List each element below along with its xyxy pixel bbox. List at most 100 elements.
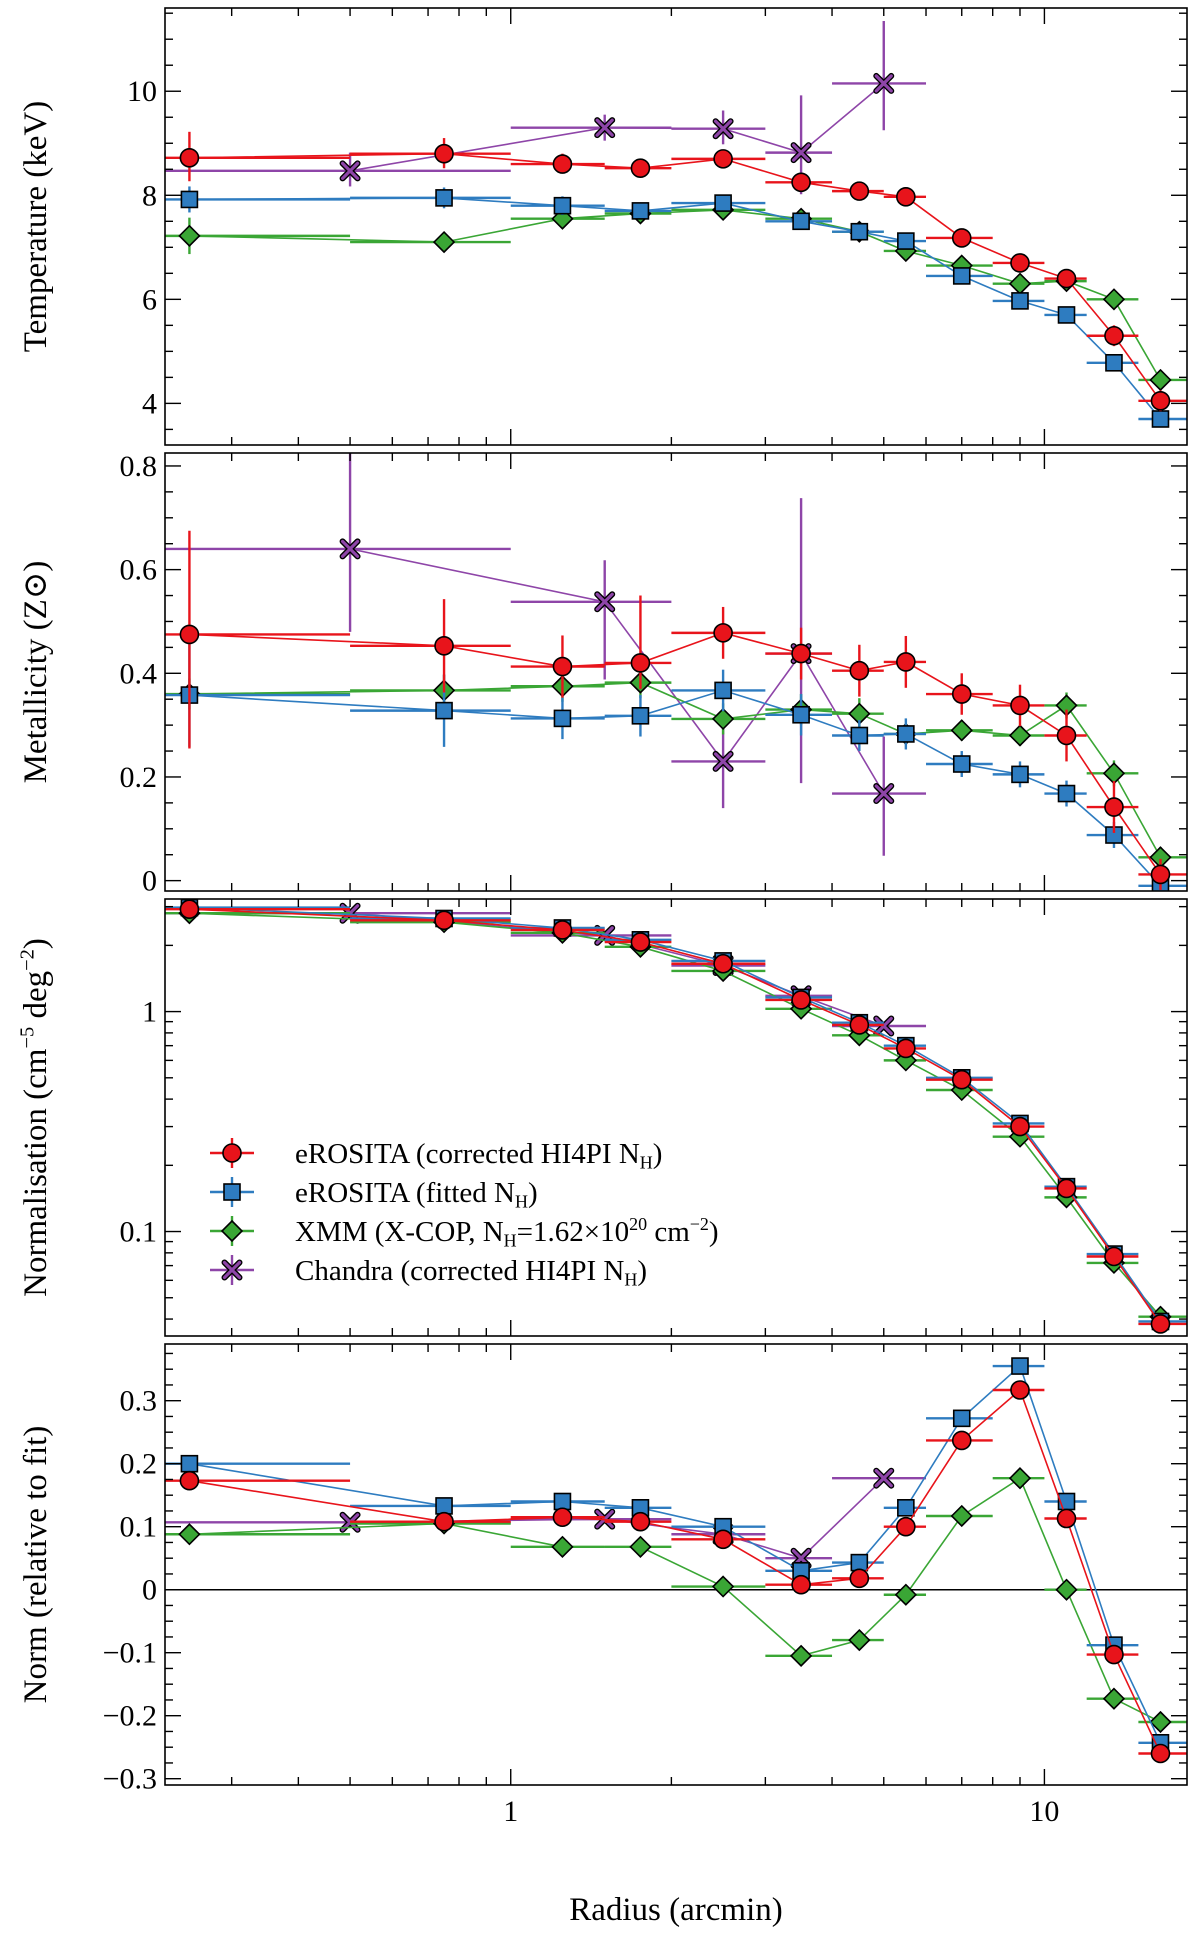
y-tick-label: 0 bbox=[142, 1574, 157, 1607]
data-point-erosita_fit bbox=[180, 1454, 199, 1473]
y-tick-label: 0.3 bbox=[120, 1385, 158, 1418]
data-point-erosita_hi4pi bbox=[713, 953, 733, 974]
data-point-erosita_hi4pi bbox=[179, 1470, 200, 1491]
data-point-erosita_fit bbox=[714, 681, 732, 700]
legend-marker bbox=[222, 1260, 242, 1280]
data-point-erosita_fit bbox=[714, 194, 732, 212]
data-point-erosita_hi4pi bbox=[1056, 1508, 1077, 1529]
data-point-chandra bbox=[714, 752, 733, 771]
subscript: H bbox=[624, 1269, 637, 1289]
subscript: H bbox=[515, 1191, 528, 1211]
series-erosita_hi4pi bbox=[165, 1380, 1187, 1764]
y-ticks bbox=[165, 465, 1187, 882]
series-chandra bbox=[165, 453, 927, 856]
data-point-chandra bbox=[874, 784, 893, 803]
y-axis-label: Metallicity (Z⊙) bbox=[18, 561, 54, 784]
series-line bbox=[189, 152, 1162, 402]
data-point-chandra bbox=[595, 118, 614, 137]
data-point-erosita_hi4pi bbox=[434, 910, 454, 931]
series-chandra bbox=[165, 21, 927, 195]
series-line bbox=[349, 548, 885, 795]
data-point-erosita_fit bbox=[792, 212, 810, 231]
data-point-chandra bbox=[340, 161, 360, 180]
data-point-erosita_hi4pi bbox=[630, 158, 651, 179]
data-point-erosita_fit bbox=[952, 1409, 971, 1428]
data-point-xmm bbox=[894, 1583, 917, 1606]
y-ticks bbox=[165, 905, 1187, 1320]
data-point-erosita_hi4pi bbox=[1056, 725, 1077, 746]
y-tick-label: 8 bbox=[142, 179, 157, 212]
data-point-xmm bbox=[551, 1535, 574, 1558]
data-point-erosita_fit bbox=[792, 705, 810, 724]
x-tick-label: 10 bbox=[1029, 1795, 1059, 1828]
x-ticks bbox=[230, 1344, 1046, 1785]
data-point-erosita_hi4pi bbox=[1104, 797, 1124, 817]
data-point-erosita_hi4pi bbox=[630, 1511, 651, 1532]
series-erosita_fit bbox=[165, 643, 1187, 891]
data-layer bbox=[165, 21, 1187, 428]
text-part: eROSITA (corrected HI4PI N bbox=[295, 1138, 640, 1170]
text-part: Normalisation (cm bbox=[18, 1048, 54, 1297]
data-point-erosita_hi4pi bbox=[713, 623, 733, 643]
data-point-erosita_fit bbox=[1151, 410, 1170, 428]
series-xmm bbox=[165, 1467, 1187, 1734]
text-part: ) bbox=[653, 1138, 663, 1170]
series-line bbox=[189, 1388, 1162, 1754]
series-erosita_hi4pi bbox=[165, 899, 1187, 1334]
data-point-erosita_hi4pi bbox=[1104, 325, 1124, 346]
data-point-erosita_hi4pi bbox=[849, 1015, 870, 1035]
data-point-erosita_hi4pi bbox=[951, 228, 972, 248]
data-point-xmm bbox=[1102, 1687, 1126, 1710]
data-point-xmm bbox=[1008, 272, 1032, 295]
data-point-xmm bbox=[1102, 288, 1126, 311]
text-part: ) bbox=[637, 1255, 647, 1287]
data-point-erosita_fit bbox=[897, 232, 915, 250]
y-tick-label: 0.2 bbox=[120, 761, 158, 794]
panel-frame bbox=[164, 898, 1188, 1337]
data-point-xmm bbox=[1149, 368, 1172, 392]
data-point-xmm bbox=[1008, 1467, 1032, 1490]
panel-frame bbox=[164, 7, 1188, 446]
x-ticks bbox=[230, 899, 1046, 1336]
data-point-erosita_hi4pi bbox=[849, 1568, 870, 1589]
series-xmm bbox=[165, 198, 1187, 392]
data-point-chandra bbox=[874, 1016, 893, 1036]
panel-temperature: 4 6 8 10 Temperature (keV) bbox=[18, 7, 1188, 446]
data-point-xmm bbox=[848, 1628, 871, 1652]
text-part: ) bbox=[528, 1177, 538, 1209]
text-part: =1.62×10 bbox=[517, 1216, 629, 1248]
data-point-xmm bbox=[629, 1535, 652, 1558]
data-point-xmm bbox=[950, 1504, 973, 1528]
data-point-erosita_fit bbox=[952, 267, 971, 285]
data-point-erosita_hi4pi bbox=[896, 1516, 916, 1537]
legend-label: eROSITA (fitted NH) bbox=[295, 1177, 538, 1211]
data-point-erosita_fit bbox=[897, 1499, 915, 1517]
x-tick-label: 1 bbox=[503, 1795, 518, 1828]
data-point-erosita_hi4pi bbox=[1150, 864, 1171, 885]
data-point-erosita_hi4pi bbox=[179, 899, 200, 920]
legend-marker bbox=[223, 1183, 241, 1201]
data-point-erosita_hi4pi bbox=[630, 932, 651, 952]
y-tick-label: 1 bbox=[142, 996, 157, 1029]
legend-entry-erosita_hi4pi: eROSITA (corrected HI4PI NH) bbox=[210, 1138, 662, 1172]
data-point-chandra bbox=[791, 143, 811, 162]
data-point-erosita_fit bbox=[1011, 1357, 1029, 1375]
superscript: −5 bbox=[17, 1027, 39, 1049]
superscript: −2 bbox=[17, 949, 39, 971]
y-tick-label: −0.3 bbox=[103, 1763, 157, 1796]
y-ticks bbox=[165, 12, 1187, 431]
legend-marker bbox=[220, 1219, 244, 1243]
data-point-erosita_fit bbox=[897, 725, 915, 743]
data-point-erosita_hi4pi bbox=[1010, 253, 1030, 273]
data-point-xmm bbox=[950, 719, 973, 742]
data-point-erosita_hi4pi bbox=[552, 656, 573, 677]
data-point-erosita_hi4pi bbox=[552, 920, 573, 940]
text-part: eROSITA (fitted N bbox=[295, 1177, 515, 1209]
text-part: cm bbox=[647, 1216, 690, 1248]
text-part: deg bbox=[18, 971, 54, 1027]
data-point-erosita_hi4pi bbox=[1056, 268, 1077, 289]
data-point-chandra bbox=[874, 1469, 893, 1488]
series-erosita_hi4pi bbox=[165, 131, 1187, 412]
data-point-erosita_hi4pi bbox=[179, 624, 200, 645]
y-tick-label: 0.2 bbox=[120, 1448, 158, 1481]
